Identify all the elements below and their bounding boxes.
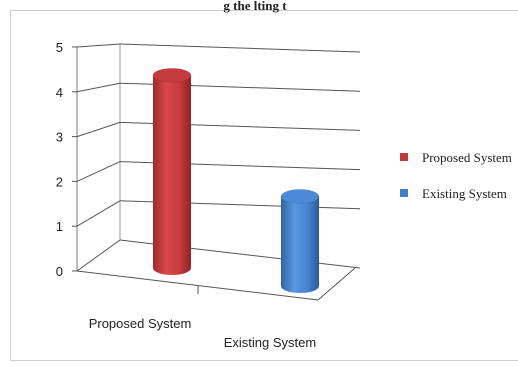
chart-border — [10, 10, 518, 361]
clipped-caption: g the lting t — [223, 0, 287, 13]
bar-proposed-system-top — [152, 68, 192, 83]
y-tick-label-4: 4 — [56, 85, 63, 100]
y-tick-label-0: 0 — [56, 264, 63, 279]
y-tick-label-5: 5 — [56, 40, 63, 55]
bar-existing-system-top — [280, 189, 320, 204]
y-axis-ticks: 0 1 2 3 4 5 — [56, 40, 63, 279]
bar-existing-system — [280, 189, 320, 293]
floor-front-edge — [76, 270, 319, 301]
bar-existing-system-body — [281, 196, 319, 293]
y-tick-label-1: 1 — [56, 219, 63, 234]
bar-proposed-system — [152, 68, 192, 275]
y-tick-label-3: 3 — [56, 130, 63, 145]
gridline-side-0 — [76, 239, 121, 272]
floor-right-edge — [317, 267, 356, 301]
bars — [152, 68, 320, 293]
legend-swatch-existing — [400, 189, 408, 197]
legend-label-existing: Existing System — [422, 186, 507, 201]
y-tick-label-2: 2 — [56, 174, 63, 189]
bar-proposed-system-body — [153, 75, 191, 275]
category-label-proposed: Proposed System — [89, 316, 192, 331]
gridline-side-5 — [76, 43, 121, 48]
legend: Proposed System Existing System — [400, 150, 512, 201]
gridline-side-2 — [76, 161, 121, 182]
gridline-side-4 — [76, 82, 121, 93]
legend-label-proposed: Proposed System — [422, 150, 512, 165]
gridline-back-5 — [119, 43, 361, 53]
category-label-existing: Existing System — [224, 335, 316, 350]
gridline-side-1 — [76, 200, 121, 227]
gridline-side-3 — [76, 121, 121, 138]
legend-swatch-proposed — [400, 153, 408, 161]
